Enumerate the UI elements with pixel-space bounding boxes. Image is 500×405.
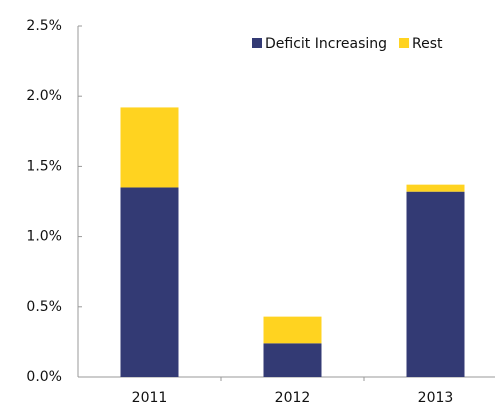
x-tick-label: 2012 <box>275 390 311 405</box>
y-tick-label: 1.0% <box>26 229 62 245</box>
x-tick-label: 2011 <box>132 390 168 405</box>
y-tick-label: 0.0% <box>26 369 62 385</box>
x-tick-label: 2013 <box>418 390 454 405</box>
legend-swatch <box>399 38 410 48</box>
bar-segment <box>120 187 179 377</box>
bar-segment <box>263 343 322 377</box>
y-tick-label: 0.5% <box>26 299 62 315</box>
y-tick-label: 2.0% <box>26 88 62 104</box>
legend-label: Deficit Increasing <box>265 36 387 52</box>
y-tick-label: 2.5% <box>26 18 62 34</box>
bar-segment <box>406 184 465 192</box>
legend-swatch <box>252 38 262 48</box>
bar-segment <box>406 191 465 377</box>
bar-segment <box>263 316 322 344</box>
legend-label: Rest <box>412 36 443 52</box>
y-tick-label: 1.5% <box>26 158 62 174</box>
bar-segment <box>120 107 179 188</box>
